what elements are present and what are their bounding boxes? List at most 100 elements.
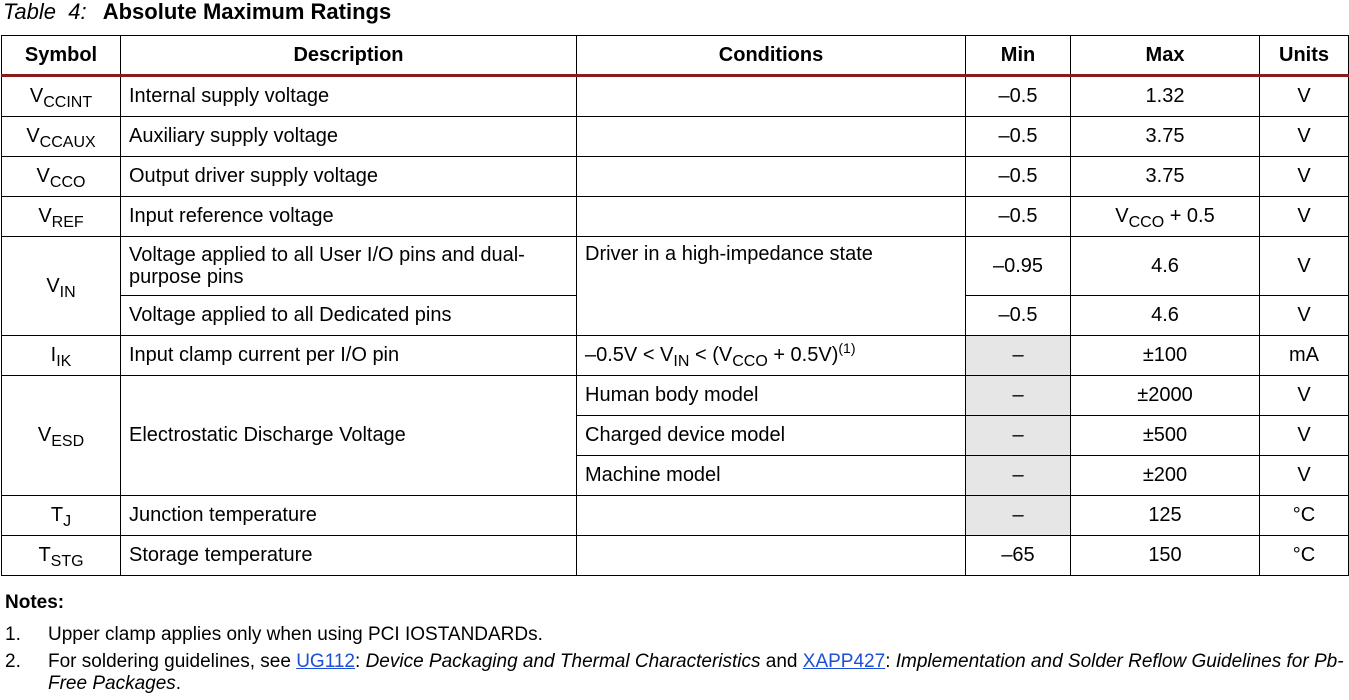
min-cell: –0.5 (965, 75, 1071, 117)
description-cell: Output driver supply voltage (120, 156, 577, 197)
description-cell: Voltage applied to all Dedicated pins (120, 295, 577, 336)
conditions-cell (576, 156, 966, 197)
symbol-cell: TSTG (1, 535, 121, 576)
description-cell: Auxiliary supply voltage (120, 116, 577, 157)
table-row: VESD Electrostatic Discharge Voltage Hum… (1, 375, 1349, 496)
max-cell: ±2000 (1070, 375, 1260, 416)
units-cell: V (1259, 116, 1349, 157)
note-text: For soldering guidelines, see UG112: Dev… (48, 651, 1344, 694)
table-row: VCCO Output driver supply voltage –0.5 3… (1, 156, 1349, 197)
header-conditions: Conditions (576, 35, 966, 77)
min-cell: – (965, 375, 1071, 416)
conditions-cell (576, 495, 966, 536)
units-cell: V (1259, 75, 1349, 117)
min-cell: –0.5 (965, 156, 1071, 197)
symbol-cell: VCCAUX (1, 116, 121, 157)
header-row: Symbol Description Conditions Min Max Un… (1, 35, 1349, 77)
description-cell: Storage temperature (120, 535, 577, 576)
footnote-ref: (1) (838, 340, 856, 356)
units-cell: mA (1259, 335, 1349, 376)
note-text: Upper clamp applies only when using PCI … (48, 624, 543, 645)
notes-section: Notes: 1. Upper clamp applies only when … (5, 592, 1345, 700)
min-cell: – (965, 455, 1071, 496)
conditions-cell: Human body model (576, 375, 966, 416)
max-cell: ±200 (1070, 455, 1260, 496)
max-cell: 125 (1070, 495, 1260, 536)
note-item: 1. Upper clamp applies only when using P… (5, 624, 1345, 646)
min-cell: –0.95 (965, 236, 1071, 296)
units-cell: V (1259, 196, 1349, 237)
symbol-cell: VIN (1, 236, 121, 336)
conditions-cell (576, 196, 966, 237)
caption-label: Table (3, 0, 57, 24)
table-row: VREF Input reference voltage –0.5 VCCO +… (1, 196, 1349, 237)
max-cell: 3.75 (1070, 116, 1260, 157)
units-cell: V (1259, 375, 1349, 416)
symbol-cell: VCCO (1, 156, 121, 197)
conditions-cell: Machine model (576, 455, 966, 496)
max-cell: ±100 (1070, 335, 1260, 376)
table-row: VCCAUX Auxiliary supply voltage –0.5 3.7… (1, 116, 1349, 157)
table-row: TSTG Storage temperature –65 150 °C (1, 535, 1349, 576)
description-cell: Input reference voltage (120, 196, 577, 237)
min-cell: –0.5 (965, 116, 1071, 157)
note-number: 1. (5, 624, 21, 645)
description-cell: Voltage applied to all User I/O pins and… (120, 236, 577, 296)
ratings-table: Symbol Description Conditions Min Max Un… (1, 35, 1349, 576)
description-cell: Junction temperature (120, 495, 577, 536)
conditions-cell: Driver in a high-impedance state (576, 236, 966, 336)
symbol-cell: IIK (1, 335, 121, 376)
description-cell: Input clamp current per I/O pin (120, 335, 577, 376)
caption-title: Absolute Maximum Ratings (102, 0, 392, 24)
max-cell: 1.32 (1070, 75, 1260, 117)
units-cell: V (1259, 156, 1349, 197)
table-caption: Table 4: Absolute Maximum Ratings (3, 0, 391, 26)
max-cell: 4.6 (1070, 295, 1260, 336)
table-row: VIN Voltage applied to all User I/O pins… (1, 236, 1349, 336)
header-min: Min (965, 35, 1071, 77)
conditions-cell (576, 535, 966, 576)
conditions-cell (576, 116, 966, 157)
header-units: Units (1259, 35, 1349, 77)
min-cell: – (965, 415, 1071, 456)
max-cell: 3.75 (1070, 156, 1260, 197)
caption-number: 4: (68, 0, 87, 24)
symbol-cell: VREF (1, 196, 121, 237)
table-row: IIK Input clamp current per I/O pin –0.5… (1, 335, 1349, 376)
max-cell: VCCO + 0.5 (1070, 196, 1260, 237)
table-row: VCCINT Internal supply voltage –0.5 1.32… (1, 75, 1349, 117)
conditions-cell: –0.5V < VIN < (VCCO + 0.5V)(1) (576, 335, 966, 376)
min-cell: – (965, 495, 1071, 536)
min-cell: –0.5 (965, 295, 1071, 336)
table-row: Voltage applied to all Dedicated pins –0… (2, 295, 1349, 336)
header-symbol: Symbol (1, 35, 121, 77)
table-row: Charged device model – ±500 V (2, 415, 1349, 456)
units-cell: V (1259, 295, 1349, 336)
conditions-cell (576, 75, 966, 117)
units-cell: °C (1259, 535, 1349, 576)
notes-heading: Notes: (5, 592, 65, 613)
units-cell: V (1259, 415, 1349, 456)
max-cell: 150 (1070, 535, 1260, 576)
symbol-cell: VCCINT (1, 75, 121, 117)
max-cell: 4.6 (1070, 236, 1260, 296)
units-cell: °C (1259, 495, 1349, 536)
min-cell: – (965, 335, 1071, 376)
min-cell: –65 (965, 535, 1071, 576)
ug112-link[interactable]: UG112 (296, 651, 355, 672)
max-cell: ±500 (1070, 415, 1260, 456)
xapp427-link[interactable]: XAPP427 (802, 651, 886, 672)
description-cell: Internal supply voltage (120, 75, 577, 117)
table-row: TJ Junction temperature – 125 °C (1, 495, 1349, 536)
description-cell: Electrostatic Discharge Voltage (120, 375, 577, 496)
units-cell: V (1259, 455, 1349, 496)
header-description: Description (120, 35, 577, 77)
conditions-cell: Charged device model (576, 415, 966, 456)
min-cell: –0.5 (965, 196, 1071, 237)
symbol-cell: VESD (1, 375, 121, 496)
symbol-cell: TJ (1, 495, 121, 536)
units-cell: V (1259, 236, 1349, 296)
note-item: 2. For soldering guidelines, see UG112: … (5, 651, 1345, 695)
header-max: Max (1070, 35, 1260, 77)
note-number: 2. (5, 651, 21, 672)
